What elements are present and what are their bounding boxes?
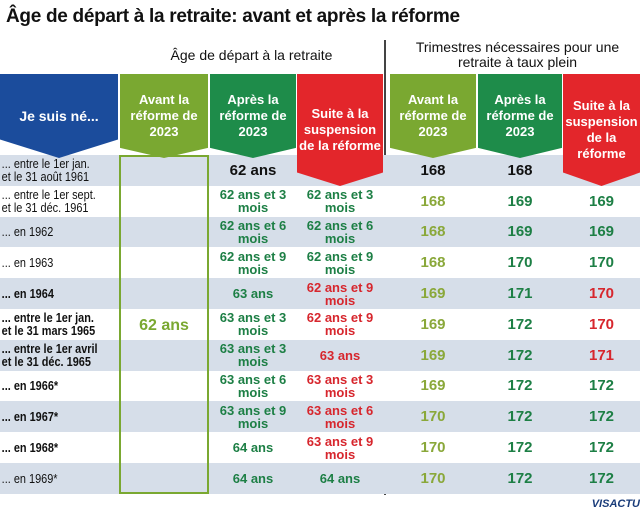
age-after-cell: 62 ans et 9 mois bbox=[219, 248, 287, 277]
row-label: ... entre le 1er jan. et le 31 août 1961 bbox=[1, 156, 90, 185]
q-after-cell: 172 bbox=[507, 377, 533, 395]
header-row-label: Je suis né... bbox=[0, 74, 118, 158]
age-after-cell: 64 ans bbox=[232, 440, 274, 456]
row-label: ... entre le 1er sept. et le 31 déc. 196… bbox=[1, 187, 96, 216]
age-susp-cell: 63 ans et 6 mois bbox=[306, 402, 374, 431]
row-label: ... entre le 1er avril et le 31 déc. 196… bbox=[1, 341, 98, 370]
row-label-cell: ... entre le 1er jan. et le 31 mars 1965 bbox=[0, 309, 119, 340]
q-before-cell: 168 bbox=[420, 161, 446, 179]
table-row: ... en 1966* 63 ans et 6 mois 63 ans et 3 … bbox=[0, 370, 640, 402]
table-row: ... en 1962 62 ans et 6 mois 62 ans et 6 m… bbox=[0, 216, 640, 248]
q-after-cell: 172 bbox=[507, 439, 533, 457]
q-before-cell: 170 bbox=[420, 408, 446, 426]
q-after-cell: 172 bbox=[507, 315, 533, 333]
age-susp-cell: 62 ans et 9 mois bbox=[306, 248, 374, 277]
q-susp-cell: 172 bbox=[588, 377, 615, 395]
row-label-cell: ... en 1966* bbox=[0, 371, 119, 402]
q-before-cell: 168 bbox=[420, 192, 446, 210]
age-susp-cell: 63 ans bbox=[319, 347, 361, 363]
table-row: ... en 1963 62 ans et 9 mois 62 ans et 9 m… bbox=[0, 247, 640, 279]
group-header-age: Âge de départ à la retraite bbox=[170, 47, 333, 63]
row-label: ... en 1968* bbox=[1, 440, 59, 456]
q-susp-cell: 169 bbox=[588, 192, 615, 210]
page-title: Âge de départ à la retraite: avant et ap… bbox=[6, 6, 460, 27]
q-after-cell: 171 bbox=[507, 285, 533, 303]
row-label-cell: ... en 1969* bbox=[0, 463, 119, 494]
q-susp-cell: 170 bbox=[588, 285, 615, 303]
q-susp-cell: 172 bbox=[588, 469, 615, 487]
column-header-5: Après la réforme de 2023 bbox=[478, 74, 562, 158]
q-susp-cell: 171 bbox=[588, 346, 615, 364]
age-after-cell: 64 ans bbox=[232, 470, 274, 486]
table-row: ... entre le 1er sept. et le 31 déc. 196… bbox=[0, 185, 640, 217]
q-before-cell: 169 bbox=[420, 377, 446, 395]
row-label-cell: ... entre le 1er sept. et le 31 déc. 196… bbox=[0, 186, 119, 217]
row-label: ... en 1963 bbox=[1, 255, 54, 271]
column-header-2: Après la réforme de 2023 bbox=[210, 74, 296, 158]
q-after-cell: 172 bbox=[507, 408, 533, 426]
age-susp-cell: 62 ans et 9 mois bbox=[306, 310, 374, 339]
age-after-cell: 62 ans bbox=[229, 161, 277, 179]
row-label-cell: ... en 1964 bbox=[0, 278, 119, 309]
table-row: ... en 1969* 64 ans 64 ans 170 172 172 bbox=[0, 463, 640, 494]
age-after-cell: 62 ans et 6 mois bbox=[219, 217, 287, 246]
row-label-cell: ... en 1967* bbox=[0, 401, 119, 432]
age-after-cell: 63 ans et 3 mois bbox=[219, 310, 287, 339]
row-label: ... en 1967* bbox=[1, 409, 59, 425]
age-after-cell: 63 ans bbox=[232, 286, 274, 302]
table-row: ... en 1968* 64 ans 63 ans et 9 mois 170 172… bbox=[0, 432, 640, 463]
q-susp-cell: 170 bbox=[588, 315, 615, 333]
row-label-cell: ... entre le 1er avril et le 31 déc. 196… bbox=[0, 340, 119, 371]
age-after-cell: 63 ans et 9 mois bbox=[219, 402, 287, 431]
age-susp-cell: 63 ans et 9 mois bbox=[306, 433, 374, 462]
q-after-cell: 172 bbox=[507, 469, 533, 487]
q-after-cell: 169 bbox=[507, 223, 533, 241]
table-row: ... en 1967* 63 ans et 9 mois 63 ans et 6 … bbox=[0, 401, 640, 433]
q-susp-cell: 172 bbox=[588, 439, 615, 457]
q-after-cell: 172 bbox=[507, 346, 533, 364]
column-header-3: Suite à la suspension de la réforme bbox=[297, 74, 383, 186]
q-susp-cell: 170 bbox=[588, 254, 615, 272]
row-label-cell: ... en 1968* bbox=[0, 432, 119, 463]
column-header-4: Avant la réforme de 2023 bbox=[390, 74, 476, 158]
q-before-cell: 170 bbox=[420, 469, 446, 487]
row-label-cell: ... entre le 1er jan. et le 31 août 1961 bbox=[0, 155, 119, 186]
q-susp-cell: 169 bbox=[588, 223, 615, 241]
row-label: ... en 1966* bbox=[1, 378, 59, 394]
age-susp-cell: 62 ans et 9 mois bbox=[306, 279, 374, 308]
age-susp-cell: 62 ans et 6 mois bbox=[306, 217, 374, 246]
age-before-value: 62 ans bbox=[139, 317, 189, 334]
table-row: ... entre le 1er jan. et le 31 mars 1965… bbox=[0, 309, 640, 340]
q-susp-cell: 172 bbox=[588, 408, 615, 426]
row-label-cell: ... en 1962 bbox=[0, 217, 119, 248]
row-label: ... en 1964 bbox=[1, 286, 54, 302]
age-after-cell: 63 ans et 6 mois bbox=[219, 371, 287, 400]
group-header-quarters: Trimestres nécessaires pour une retraite… bbox=[415, 39, 620, 70]
age-susp-cell: 63 ans et 3 mois bbox=[306, 371, 374, 400]
q-before-cell: 168 bbox=[420, 254, 446, 272]
q-before-cell: 168 bbox=[420, 223, 446, 241]
q-before-cell: 170 bbox=[420, 439, 446, 457]
row-label: ... entre le 1er jan. et le 31 mars 1965 bbox=[1, 310, 96, 339]
q-after-cell: 168 bbox=[507, 161, 533, 179]
row-label: ... en 1962 bbox=[1, 224, 54, 240]
q-after-cell: 170 bbox=[507, 254, 533, 272]
age-susp-cell: 64 ans bbox=[319, 470, 361, 486]
age-susp-cell: 62 ans et 3 mois bbox=[306, 187, 374, 216]
logo: VISACTU bbox=[591, 498, 640, 510]
table-row: ... en 1964 63 ans 62 ans et 9 mois 169 171 1… bbox=[0, 278, 640, 309]
q-before-cell: 169 bbox=[420, 346, 446, 364]
column-header-1: Avant la réforme de 2023 bbox=[120, 74, 208, 158]
q-before-cell: 169 bbox=[420, 285, 446, 303]
age-after-cell: 63 ans et 3 mois bbox=[219, 341, 287, 370]
row-label-cell: ... en 1963 bbox=[0, 247, 119, 278]
row-label: ... en 1969* bbox=[1, 470, 58, 486]
q-before-cell: 169 bbox=[420, 315, 446, 333]
q-after-cell: 169 bbox=[507, 192, 533, 210]
column-header-6: Suite à la suspension de la réforme bbox=[563, 74, 640, 186]
table-row: ... entre le 1er avril et le 31 déc. 196… bbox=[0, 339, 640, 371]
age-after-cell: 62 ans et 3 mois bbox=[219, 187, 287, 216]
